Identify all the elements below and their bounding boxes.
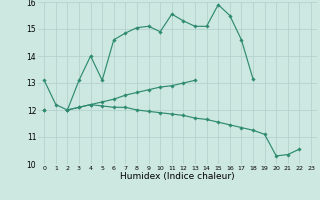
X-axis label: Humidex (Indice chaleur): Humidex (Indice chaleur) bbox=[120, 172, 235, 181]
